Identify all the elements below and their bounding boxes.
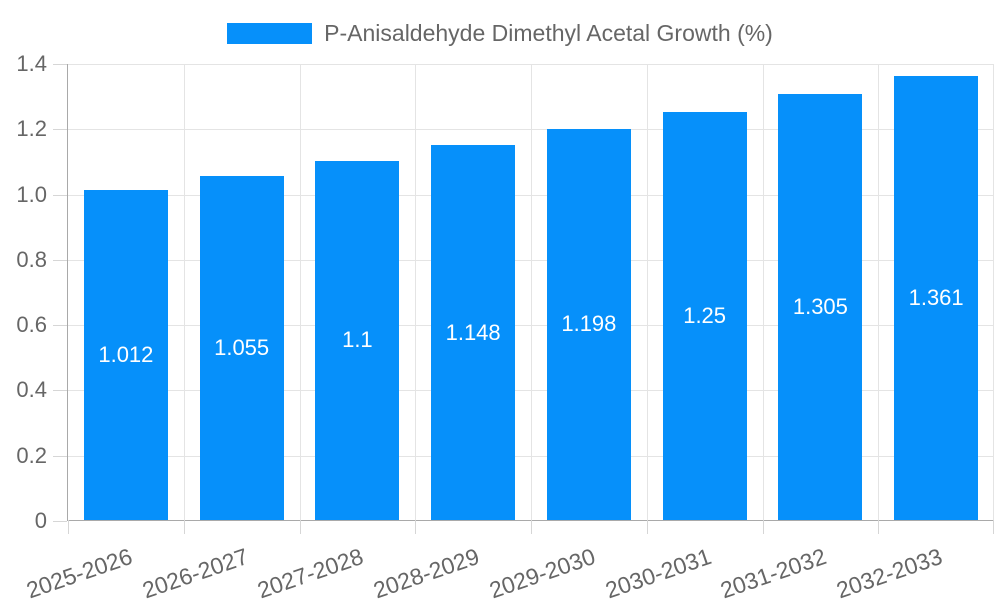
y-tick-label: 1.0 xyxy=(16,181,47,207)
bar-value-label: 1.361 xyxy=(908,284,964,310)
x-tick-mark xyxy=(183,520,185,534)
y-tick-mark xyxy=(53,259,67,261)
x-tick-label: 2032-2033 xyxy=(833,543,946,600)
bar-value-label: 1.1 xyxy=(342,327,373,353)
bar-value-label: 1.148 xyxy=(445,319,501,345)
y-tick-label: 1.2 xyxy=(16,116,47,142)
legend-swatch-icon xyxy=(227,22,313,44)
y-tick-label: 0.6 xyxy=(16,312,47,338)
x-gridline xyxy=(762,64,764,520)
y-tick-mark xyxy=(53,325,67,327)
bar[interactable]: 1.012 xyxy=(83,189,168,520)
x-tick-label: 2025-2026 xyxy=(22,543,136,600)
x-gridline xyxy=(299,64,301,520)
y-tick-label: 0 xyxy=(34,508,47,533)
bar-value-label: 1.055 xyxy=(214,334,270,360)
y-gridline xyxy=(68,64,993,65)
bar-value-label: 1.198 xyxy=(561,311,617,337)
x-tick-label: 2031-2032 xyxy=(717,543,830,600)
y-gridline xyxy=(68,194,993,196)
x-tick-label: 2027-2028 xyxy=(254,543,367,600)
bar[interactable]: 1.055 xyxy=(199,175,284,520)
y-tick-label: 0.4 xyxy=(16,377,47,403)
bar[interactable]: 1.1 xyxy=(315,160,400,520)
x-tick-mark xyxy=(762,520,764,534)
x-axis-labels: 2025-2026 2026-2027 2027-2028 2028-2029 2029… xyxy=(23,521,993,600)
x-gridline xyxy=(993,64,994,520)
bar[interactable]: 1.25 xyxy=(662,111,747,520)
x-tick-label: 2026-2027 xyxy=(138,543,252,600)
y-gridline xyxy=(68,390,993,392)
bar[interactable]: 1.148 xyxy=(431,145,516,520)
x-tick-mark xyxy=(878,520,880,534)
x-gridline xyxy=(183,64,185,520)
bar[interactable]: 1.198 xyxy=(546,128,631,520)
bar[interactable]: 1.361 xyxy=(894,75,979,520)
x-tick-mark xyxy=(531,520,532,534)
x-gridline xyxy=(415,64,417,520)
legend-label: P-Anisaldehyde Dimethyl Acetal Growth (%… xyxy=(324,20,773,46)
plot-area: 1.012 1.055 1.1 1.148 1.198 1.25 1.305 1.361 xyxy=(53,64,994,534)
chart-legend[interactable]: P-Anisaldehyde Dimethyl Acetal Growth (%… xyxy=(0,20,1000,46)
y-tick-mark xyxy=(53,390,67,392)
x-tick-label: 2028-2029 xyxy=(370,543,483,600)
y-tick-label: 1.4 xyxy=(16,51,47,76)
y-tick-label: 0.2 xyxy=(16,442,47,468)
x-gridline xyxy=(878,64,880,520)
y-tick-mark xyxy=(53,194,67,196)
y-gridline xyxy=(68,325,993,327)
y-tick-mark xyxy=(53,129,67,131)
bar[interactable]: 1.305 xyxy=(778,94,863,520)
y-tick-mark xyxy=(53,64,67,65)
x-tick-mark xyxy=(299,520,301,534)
x-tick-mark xyxy=(993,520,994,534)
bar-value-label: 1.305 xyxy=(792,294,848,320)
x-tick-mark xyxy=(68,520,69,534)
bar-value-label: 1.25 xyxy=(683,302,727,328)
x-gridline xyxy=(531,64,532,520)
x-tick-label: 2029-2030 xyxy=(485,543,599,600)
bar-value-label: 1.012 xyxy=(98,341,154,367)
y-gridline xyxy=(68,455,993,457)
y-tick-label: 0.8 xyxy=(16,246,47,272)
y-axis-labels: 0 0.2 0.4 0.6 0.8 1.0 1.2 1.4 xyxy=(0,53,47,532)
y-gridline xyxy=(68,259,993,261)
y-tick-mark xyxy=(53,521,67,522)
x-tick-mark xyxy=(415,520,417,534)
x-tick-mark xyxy=(646,520,648,534)
x-tick-label: 2030-2031 xyxy=(601,543,715,600)
x-gridline xyxy=(646,64,648,520)
y-gridline xyxy=(68,129,993,131)
y-tick-mark xyxy=(53,455,67,457)
